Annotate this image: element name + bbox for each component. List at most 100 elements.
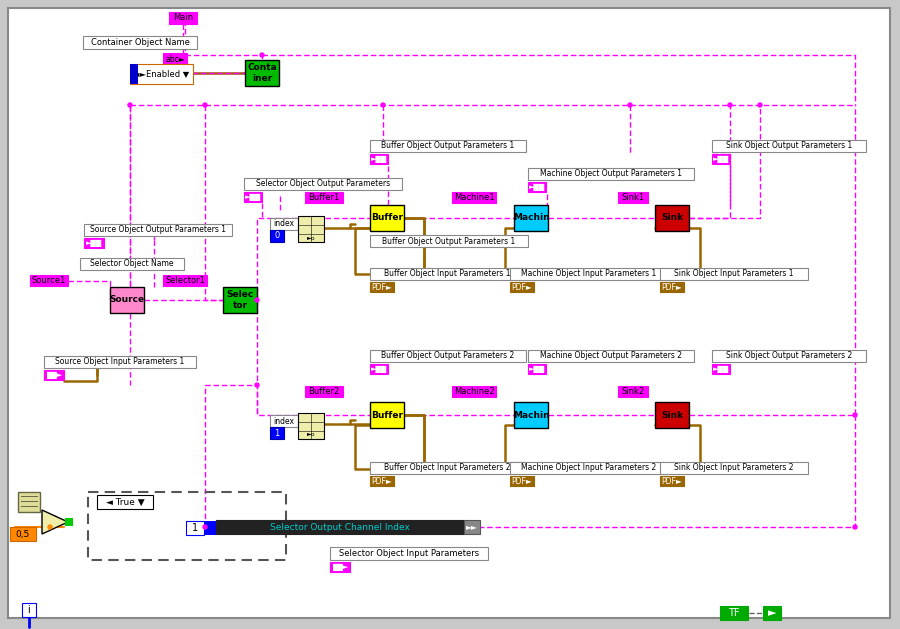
FancyBboxPatch shape bbox=[712, 350, 866, 362]
FancyBboxPatch shape bbox=[163, 275, 207, 286]
FancyBboxPatch shape bbox=[528, 182, 546, 192]
FancyBboxPatch shape bbox=[44, 356, 196, 368]
FancyBboxPatch shape bbox=[370, 235, 528, 247]
Circle shape bbox=[203, 525, 207, 529]
Text: 1: 1 bbox=[274, 428, 280, 438]
Circle shape bbox=[128, 103, 132, 107]
Text: ►██: ►██ bbox=[529, 184, 545, 191]
FancyBboxPatch shape bbox=[270, 218, 298, 230]
Text: TF: TF bbox=[728, 608, 740, 618]
FancyBboxPatch shape bbox=[186, 521, 204, 535]
FancyBboxPatch shape bbox=[80, 258, 184, 270]
Circle shape bbox=[260, 53, 264, 57]
Text: Selec
tor: Selec tor bbox=[227, 291, 254, 309]
FancyBboxPatch shape bbox=[22, 603, 36, 617]
Text: ►o: ►o bbox=[307, 235, 315, 240]
FancyBboxPatch shape bbox=[97, 495, 153, 509]
FancyBboxPatch shape bbox=[204, 521, 216, 535]
FancyBboxPatch shape bbox=[528, 364, 546, 374]
FancyBboxPatch shape bbox=[660, 268, 808, 280]
Text: i: i bbox=[28, 605, 31, 615]
Text: PDF►: PDF► bbox=[511, 282, 533, 291]
FancyBboxPatch shape bbox=[30, 275, 68, 286]
FancyBboxPatch shape bbox=[720, 606, 748, 620]
FancyBboxPatch shape bbox=[712, 140, 866, 152]
Text: ►██: ►██ bbox=[245, 194, 261, 201]
Text: PDF►: PDF► bbox=[372, 282, 392, 291]
FancyBboxPatch shape bbox=[618, 386, 648, 397]
Text: Conta
iner: Conta iner bbox=[248, 64, 277, 82]
Text: Machine Object Input Parameters 1: Machine Object Input Parameters 1 bbox=[521, 269, 657, 279]
Text: Buffer Object Output Parameters 1: Buffer Object Output Parameters 1 bbox=[382, 237, 516, 245]
Text: Source: Source bbox=[110, 296, 145, 304]
FancyBboxPatch shape bbox=[84, 224, 232, 236]
FancyBboxPatch shape bbox=[655, 205, 689, 231]
FancyBboxPatch shape bbox=[298, 413, 324, 439]
Text: ██►: ██► bbox=[46, 372, 62, 379]
Text: index: index bbox=[274, 416, 294, 425]
FancyBboxPatch shape bbox=[370, 364, 388, 374]
FancyBboxPatch shape bbox=[169, 12, 197, 24]
Text: Sink Object Output Parameters 1: Sink Object Output Parameters 1 bbox=[726, 142, 852, 150]
Text: Main: Main bbox=[173, 13, 194, 23]
Circle shape bbox=[255, 298, 259, 302]
FancyBboxPatch shape bbox=[370, 205, 404, 231]
Text: Buffer2: Buffer2 bbox=[309, 387, 339, 396]
Text: Selector Output Channel Index: Selector Output Channel Index bbox=[270, 523, 410, 532]
FancyBboxPatch shape bbox=[712, 154, 730, 164]
Text: Selector Object Input Parameters: Selector Object Input Parameters bbox=[339, 549, 479, 558]
FancyBboxPatch shape bbox=[514, 205, 548, 231]
FancyBboxPatch shape bbox=[84, 238, 104, 248]
Text: Machine Object Output Parameters 1: Machine Object Output Parameters 1 bbox=[540, 169, 682, 179]
FancyBboxPatch shape bbox=[330, 547, 488, 560]
Text: Selector Object Name: Selector Object Name bbox=[90, 260, 174, 269]
Text: Sink Object Input Parameters 2: Sink Object Input Parameters 2 bbox=[674, 464, 794, 472]
Text: ►►: ►► bbox=[466, 523, 478, 532]
FancyBboxPatch shape bbox=[712, 364, 730, 374]
FancyBboxPatch shape bbox=[510, 282, 534, 292]
Text: Buffer Object Input Parameters 2: Buffer Object Input Parameters 2 bbox=[383, 464, 510, 472]
FancyBboxPatch shape bbox=[763, 606, 781, 620]
FancyBboxPatch shape bbox=[270, 230, 284, 242]
Text: PDF►: PDF► bbox=[511, 477, 533, 486]
FancyBboxPatch shape bbox=[44, 370, 64, 380]
FancyBboxPatch shape bbox=[464, 520, 480, 534]
FancyBboxPatch shape bbox=[370, 350, 526, 362]
Circle shape bbox=[853, 413, 857, 417]
FancyBboxPatch shape bbox=[528, 350, 694, 362]
FancyBboxPatch shape bbox=[370, 154, 388, 164]
Text: Sink2: Sink2 bbox=[621, 387, 644, 396]
Polygon shape bbox=[42, 510, 68, 534]
FancyBboxPatch shape bbox=[163, 53, 187, 65]
FancyBboxPatch shape bbox=[83, 36, 197, 49]
Text: ►██: ►██ bbox=[371, 155, 387, 162]
Text: Buffer: Buffer bbox=[371, 213, 403, 223]
FancyBboxPatch shape bbox=[514, 402, 548, 428]
FancyBboxPatch shape bbox=[65, 518, 73, 526]
FancyBboxPatch shape bbox=[618, 192, 648, 203]
FancyBboxPatch shape bbox=[244, 178, 402, 190]
FancyBboxPatch shape bbox=[510, 268, 668, 280]
Text: 0: 0 bbox=[274, 231, 280, 240]
Text: Sink: Sink bbox=[661, 213, 683, 223]
Text: Selector1: Selector1 bbox=[165, 276, 205, 285]
Text: Buffer Object Output Parameters 2: Buffer Object Output Parameters 2 bbox=[382, 352, 515, 360]
FancyBboxPatch shape bbox=[452, 386, 496, 397]
FancyBboxPatch shape bbox=[660, 476, 684, 486]
Circle shape bbox=[255, 383, 259, 387]
FancyBboxPatch shape bbox=[330, 562, 350, 572]
Text: Machine Object Output Parameters 2: Machine Object Output Parameters 2 bbox=[540, 352, 682, 360]
Text: Selector Object Output Parameters: Selector Object Output Parameters bbox=[256, 179, 390, 189]
Text: ►: ► bbox=[768, 608, 776, 618]
FancyBboxPatch shape bbox=[452, 192, 496, 203]
FancyBboxPatch shape bbox=[216, 520, 464, 534]
FancyBboxPatch shape bbox=[298, 216, 324, 242]
FancyBboxPatch shape bbox=[660, 462, 808, 474]
FancyBboxPatch shape bbox=[655, 402, 689, 428]
Text: Buffer Object Output Parameters 1: Buffer Object Output Parameters 1 bbox=[382, 142, 515, 150]
Text: Source Object Input Parameters 1: Source Object Input Parameters 1 bbox=[56, 357, 184, 367]
Text: Sink Object Output Parameters 2: Sink Object Output Parameters 2 bbox=[726, 352, 852, 360]
Circle shape bbox=[48, 525, 52, 529]
Circle shape bbox=[203, 103, 207, 107]
FancyBboxPatch shape bbox=[10, 527, 36, 541]
